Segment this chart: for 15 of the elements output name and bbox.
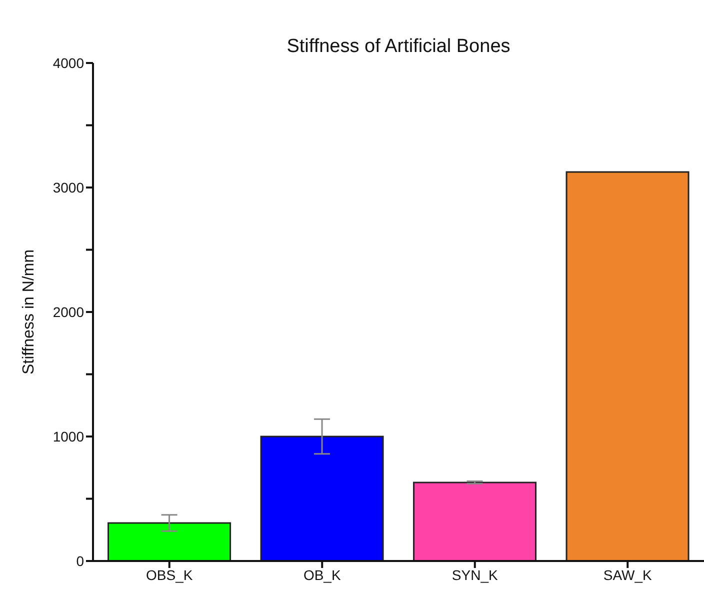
x-tick-label: OBS_K	[146, 566, 194, 583]
chart-title: Stiffness of Artificial Bones	[286, 36, 512, 58]
bar	[260, 436, 384, 561]
y-tick-label: 4000	[52, 54, 84, 71]
y-tick-label: 0	[76, 552, 84, 569]
y-tick-label: 2000	[52, 304, 84, 320]
bar	[413, 482, 537, 561]
x-tick-label: OB_K	[303, 566, 342, 583]
y-tick-label: 1000	[52, 428, 84, 444]
y-axis-title: Stiffness in N/mm	[20, 249, 38, 375]
y-tick-label: 3000	[52, 179, 84, 196]
bar	[566, 171, 690, 561]
x-tick-label: SAW_K	[603, 566, 653, 583]
x-tick-label: SYN_K	[452, 566, 498, 583]
bar	[108, 522, 232, 561]
